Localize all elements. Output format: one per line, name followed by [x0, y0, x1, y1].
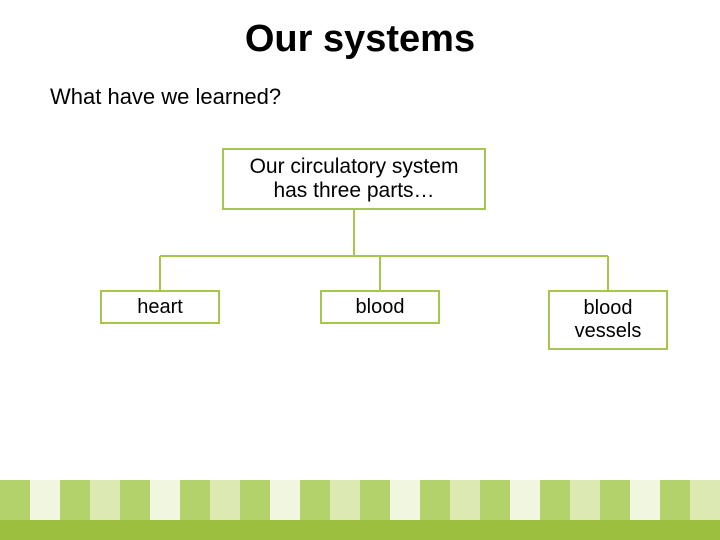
footer-stripe	[660, 480, 690, 520]
footer-stripe	[0, 480, 30, 520]
footer-stripe	[630, 480, 660, 520]
slide-title: Our systems	[0, 18, 720, 61]
footer-stripe	[90, 480, 120, 520]
footer-stripe	[600, 480, 630, 520]
tree-node-vessels: blood vessels	[548, 290, 668, 350]
footer-stripe	[330, 480, 360, 520]
footer-stripe	[390, 480, 420, 520]
footer-stripe	[120, 480, 150, 520]
footer-stripe	[150, 480, 180, 520]
footer-stripe	[60, 480, 90, 520]
footer-stripe	[270, 480, 300, 520]
tree-node-root: Our circulatory system has three parts…	[222, 148, 486, 210]
footer-stripe	[570, 480, 600, 520]
footer-stripe	[360, 480, 390, 520]
footer-stripe	[420, 480, 450, 520]
footer-stripe	[300, 480, 330, 520]
footer-stripe	[540, 480, 570, 520]
footer-stripe	[30, 480, 60, 520]
footer-stripe	[210, 480, 240, 520]
slide-subtitle: What have we learned?	[50, 84, 281, 110]
footer-stripe	[450, 480, 480, 520]
footer-stripe	[180, 480, 210, 520]
footer-stripe	[690, 480, 720, 520]
tree-node-heart: heart	[100, 290, 220, 324]
footer-bar	[0, 520, 720, 540]
footer-stripe	[480, 480, 510, 520]
tree-node-blood: blood	[320, 290, 440, 324]
footer-stripe	[240, 480, 270, 520]
footer-stripe	[510, 480, 540, 520]
footer-stripes	[0, 480, 720, 520]
tree-connectors	[0, 0, 720, 540]
